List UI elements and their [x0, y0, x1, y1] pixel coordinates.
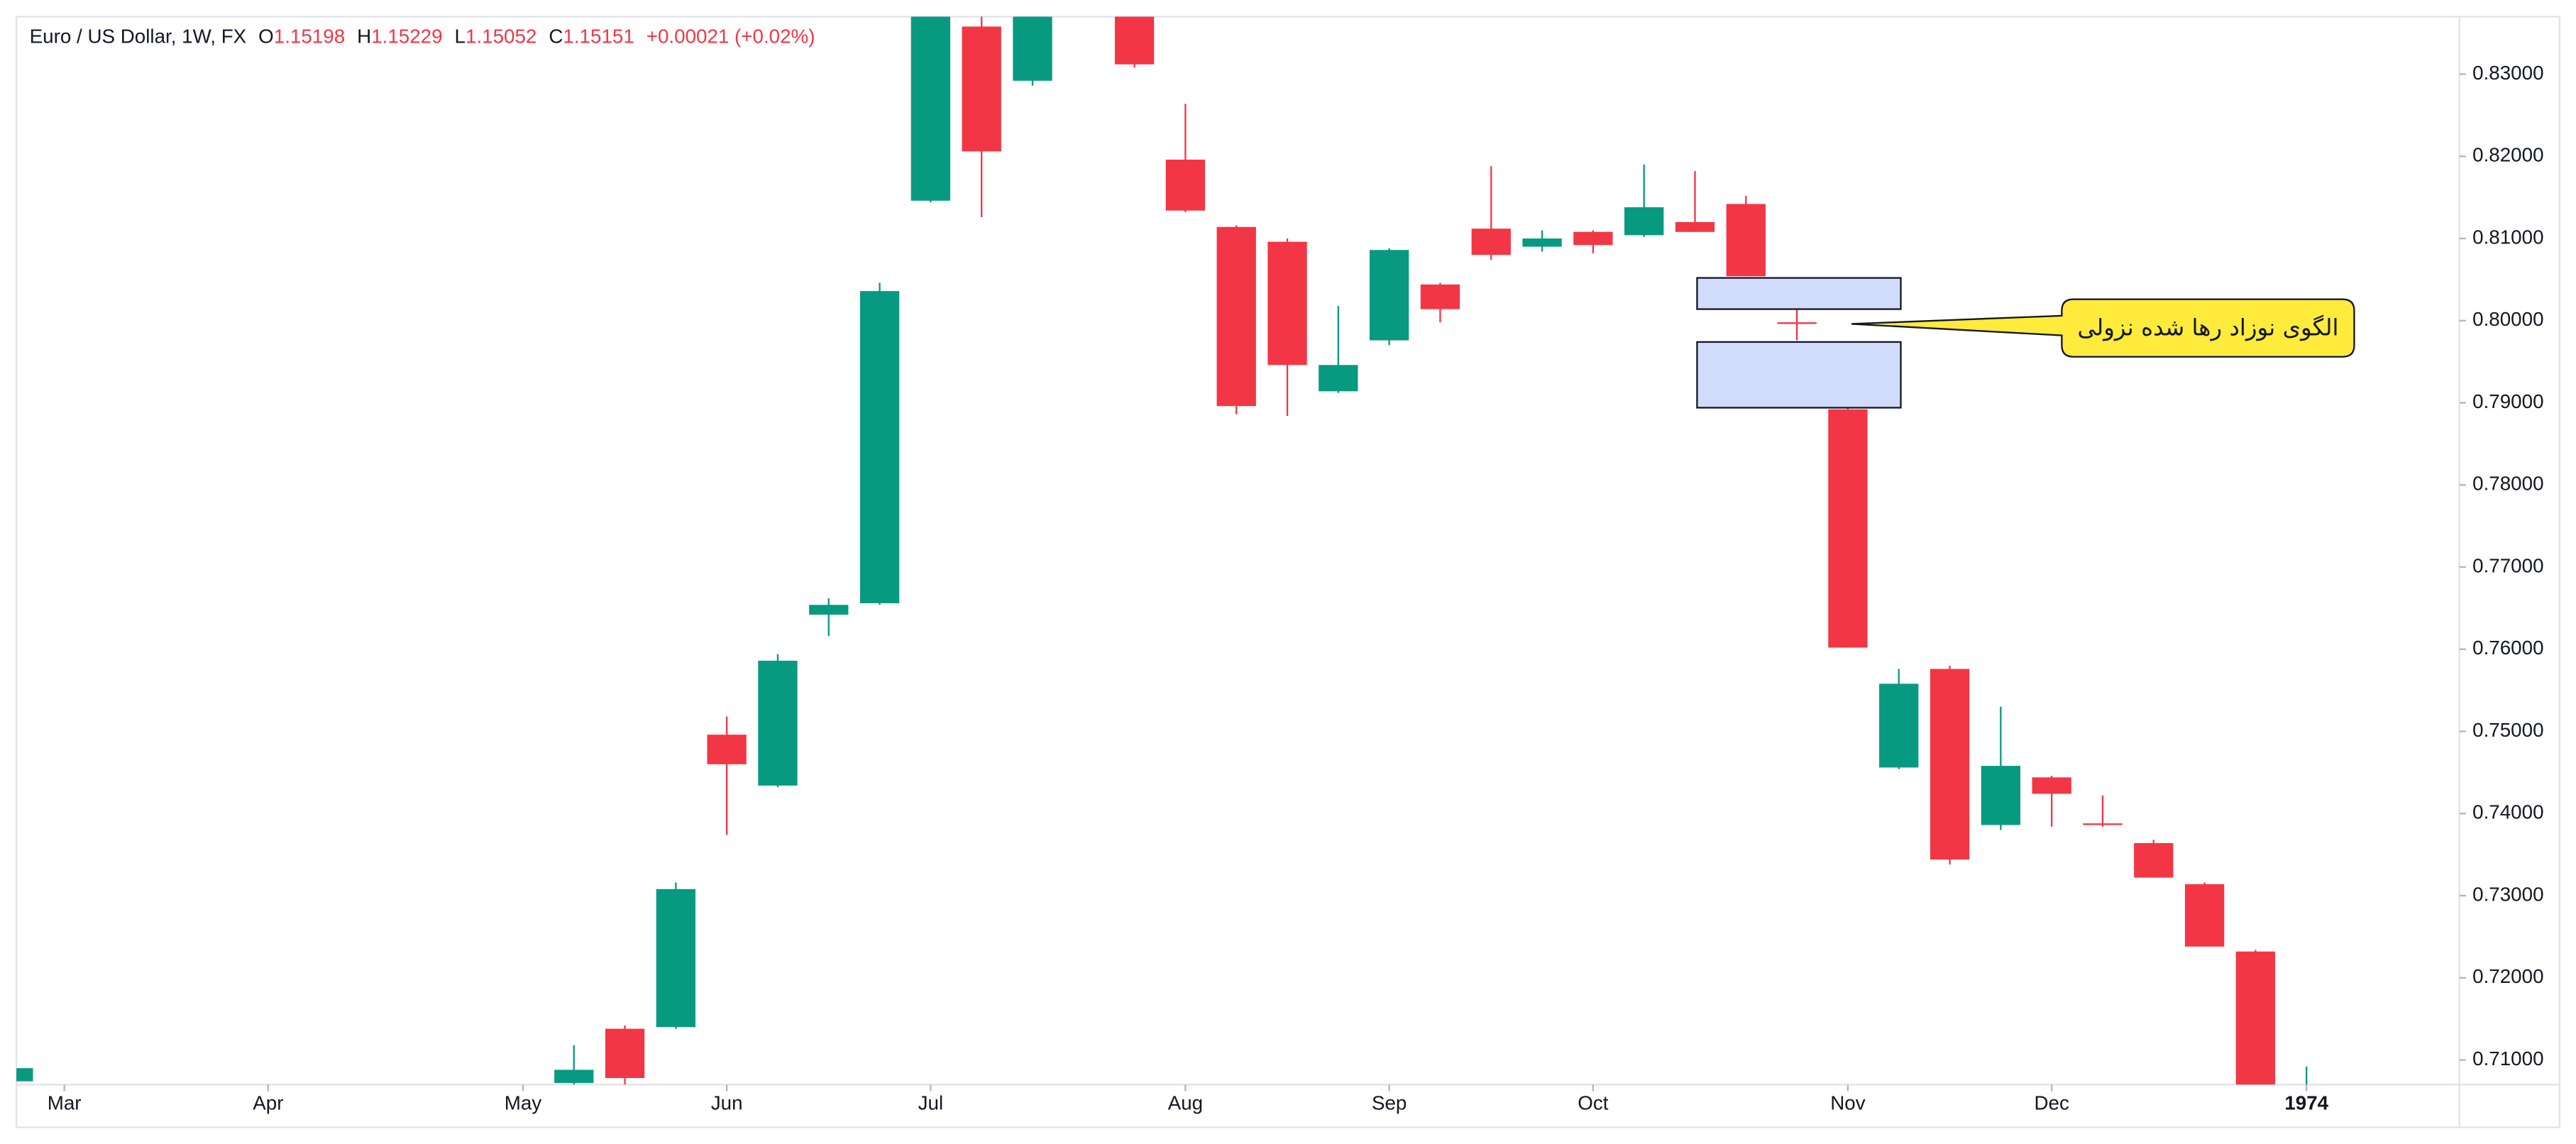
candle-body [962, 26, 1001, 152]
gap-box [1696, 277, 1902, 310]
x-tick-label: Jun [711, 1091, 743, 1113]
callout-text: الگوی نوزاد رها شده نزولی [2077, 314, 2338, 341]
candle-body [2184, 884, 2225, 947]
candle-body [1471, 229, 1511, 255]
x-tick-label: Nov [1830, 1091, 1865, 1113]
x-tick-label: Aug [1168, 1091, 1203, 1113]
candle-body [605, 1028, 645, 1079]
candle-body [1267, 241, 1307, 365]
candle-body [809, 605, 849, 615]
candle-body [758, 661, 798, 786]
x-tick-label: Oct [1578, 1091, 1608, 1113]
candle-body [1624, 207, 1664, 236]
x-tick-label: 1974 [2284, 1091, 2328, 1113]
candle-body [859, 291, 900, 603]
y-tick-label: 0.80000 [2472, 308, 2543, 330]
annotation-group: الگوی نوزاد رها شده نزولی [1696, 277, 2355, 409]
candle-body [1726, 204, 1766, 277]
symbol: Euro / US Dollar, 1W, FX [30, 26, 247, 48]
candle-body [2134, 842, 2174, 878]
candle-body [1319, 365, 1358, 392]
y-tick-label: 0.71000 [2472, 1047, 2543, 1069]
candle-body [16, 1068, 33, 1082]
open-label: O [258, 26, 274, 48]
plot-area [16, 16, 2326, 1085]
change-value: +0.00021 (+0.02%) [646, 26, 815, 48]
candle-body [554, 1069, 594, 1083]
candle-body [1216, 226, 1256, 407]
low-value: 1.15052 [466, 26, 536, 48]
candle-body [1675, 221, 1715, 232]
candle-body [656, 889, 695, 1028]
high-value: 1.15229 [371, 26, 442, 48]
candle-body [1370, 250, 1409, 341]
candle-body [1777, 322, 1817, 324]
candle-body [1165, 159, 1206, 211]
y-tick-label: 0.76000 [2472, 637, 2543, 659]
x-tick-label: Sep [1372, 1091, 1407, 1113]
y-tick-label: 0.75000 [2472, 719, 2543, 741]
x-tick-label: Dec [2034, 1091, 2069, 1113]
candle-body [1573, 231, 1613, 246]
x-tick-label: Mar [48, 1091, 82, 1113]
y-tick-label: 0.78000 [2472, 473, 2543, 495]
y-tick-label: 0.79000 [2472, 390, 2543, 412]
close-value: 1.15151 [563, 26, 634, 48]
x-tick-label: Apr [253, 1091, 283, 1113]
candle-body [1879, 683, 1919, 768]
high-label: H [357, 26, 371, 48]
legend-header: Euro / US Dollar, 1W, FX O1.15198 H1.152… [30, 26, 815, 48]
candle-body [910, 16, 951, 201]
candle-body [1981, 766, 2021, 825]
candle-body [1114, 16, 1155, 65]
candle-body [1828, 409, 1868, 648]
candle-body [1522, 238, 1562, 247]
frame [15, 16, 2561, 1128]
candle-body [707, 735, 747, 764]
y-tick-label: 0.77000 [2472, 554, 2543, 576]
x-tick-label: Jul [918, 1091, 944, 1113]
candle-body [1930, 669, 1970, 860]
y-tick-label: 0.72000 [2472, 965, 2543, 987]
open-value: 1.15198 [274, 26, 345, 48]
candle-body [2235, 951, 2276, 1085]
candle-body [2083, 823, 2123, 825]
candle-body [1420, 284, 1460, 309]
candle-body [2032, 777, 2071, 794]
y-tick-label: 0.73000 [2472, 883, 2543, 905]
close-label: C [549, 26, 563, 48]
y-tick-label: 0.74000 [2472, 801, 2543, 823]
gap-box [1696, 341, 1902, 409]
y-tick-label: 0.82000 [2472, 144, 2543, 166]
candle-body [1013, 16, 1052, 81]
low-label: L [455, 26, 466, 48]
callout [1851, 298, 2355, 358]
y-tick-label: 0.83000 [2472, 62, 2543, 84]
y-tick-label: 0.81000 [2472, 226, 2543, 248]
x-tick-label: May [505, 1091, 542, 1113]
